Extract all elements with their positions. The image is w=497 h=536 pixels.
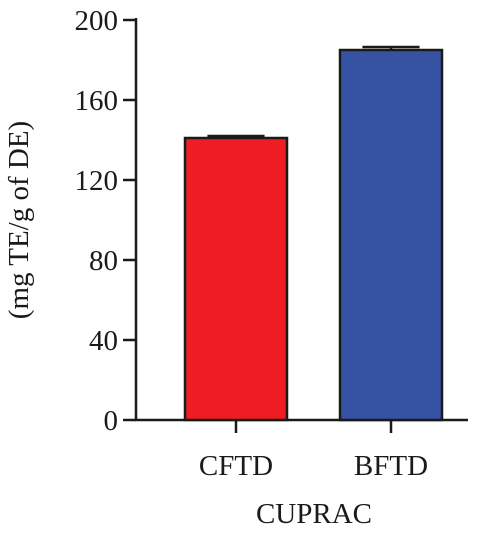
y-axis: 0 40 80 120 160 200 — [75, 5, 138, 437]
bars — [183, 48, 444, 422]
y-axis-title: (mg TE/g of DE) — [3, 121, 35, 319]
y-tick-label: 120 — [75, 165, 119, 197]
x-tick-label: CFTD — [199, 450, 273, 482]
y-ticks: 0 40 80 120 160 200 — [75, 5, 136, 437]
x-tick-label: BFTD — [354, 450, 428, 482]
bar-bftd — [338, 48, 444, 422]
y-tick-label: 40 — [89, 325, 118, 357]
x-ticks: CFTD BFTD — [199, 420, 428, 482]
y-tick-label: 0 — [104, 405, 119, 437]
y-tick-label: 200 — [75, 5, 119, 37]
bar-cftd — [183, 136, 289, 422]
x-axis: CFTD BFTD — [134, 418, 468, 482]
error-bars — [207, 45, 420, 138]
y-tick-label: 80 — [89, 245, 118, 277]
x-axis-title: CUPRAC — [256, 498, 372, 530]
y-tick-label: 160 — [75, 85, 119, 117]
